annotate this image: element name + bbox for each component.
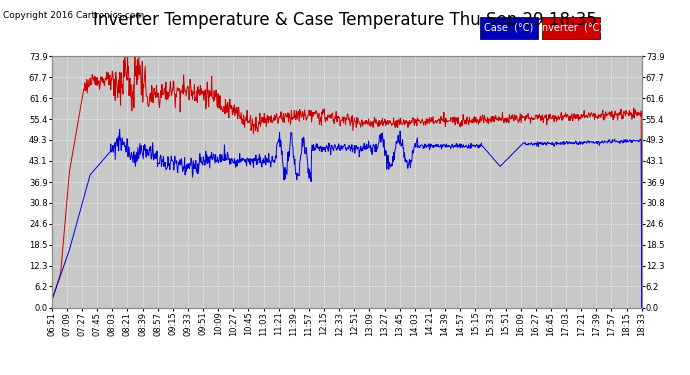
Text: Inverter Temperature & Case Temperature Thu Sep 29 18:35: Inverter Temperature & Case Temperature …: [93, 11, 597, 29]
Text: Inverter  (°C): Inverter (°C): [539, 23, 603, 33]
Text: Case  (°C): Case (°C): [484, 23, 533, 33]
Text: Copyright 2016 Cartronics.com: Copyright 2016 Cartronics.com: [3, 11, 145, 20]
